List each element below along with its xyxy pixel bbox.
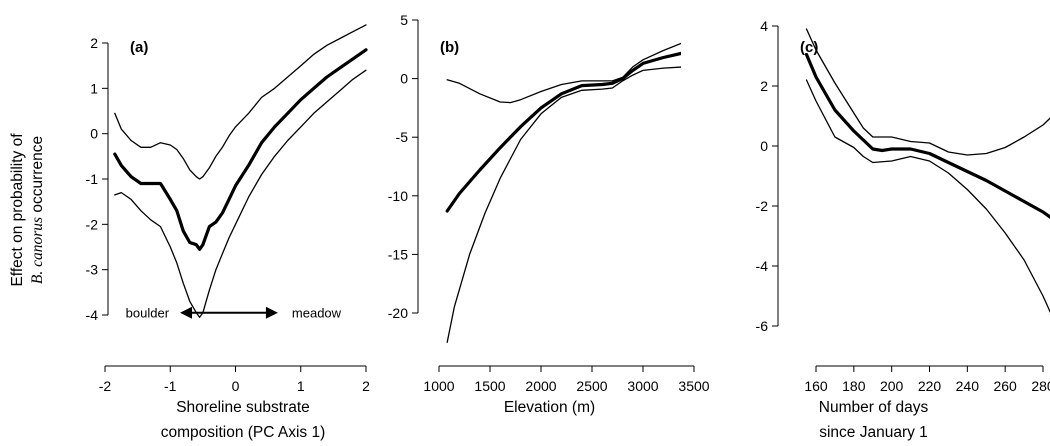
y-tick-label: -3 xyxy=(86,262,99,278)
x-tick-label: 2500 xyxy=(576,378,607,394)
series-line-lower xyxy=(446,66,681,343)
svg-text:B. canorus occurrence: B. canorus occurrence xyxy=(29,136,46,284)
series-line-lower xyxy=(805,79,1050,314)
figure-y-axis-title: Effect on probability of B. canorus occu… xyxy=(9,133,46,287)
panel-1: -4 -3 -2 -1 0 1 2 -2 -1 0 1 2 Shoreline substrate com… xyxy=(86,24,370,441)
y-axis-title-line2: occurrence xyxy=(29,136,46,217)
x-tick-label: 3500 xyxy=(678,378,709,394)
y-tick-label: -20 xyxy=(388,305,408,321)
y-tick-label: -10 xyxy=(388,188,408,204)
y-tick-label: 4 xyxy=(760,18,768,34)
series-line-lower xyxy=(114,69,367,318)
y-tick-label: 2 xyxy=(760,78,768,94)
panel-label: (b) xyxy=(440,39,459,56)
y-tick-label: -4 xyxy=(86,307,99,323)
y-tick-label: 0 xyxy=(760,138,768,154)
svg-text:Effect on probability of: Effect on probability of xyxy=(9,133,26,287)
panel-2: -20 -15 -10 -5 0 5 1000 1500 2000 2500 3000 3500 Ele… xyxy=(388,12,710,416)
x-tick-label: 260 xyxy=(993,378,1017,394)
x-tick-label: 3000 xyxy=(627,378,658,394)
y-tick-label: -1 xyxy=(86,171,99,187)
panel-label: (a) xyxy=(130,39,148,56)
x-tick-label: 240 xyxy=(956,378,980,394)
x-tick-label: 280 xyxy=(1031,378,1050,394)
x-axis-title-line: Elevation (m) xyxy=(504,399,595,416)
y-tick-label: 2 xyxy=(90,35,98,51)
series-line-estimate xyxy=(113,48,368,251)
x-axis-title-line: composition (PC Axis 1) xyxy=(161,424,326,441)
substrate-annotation: boulder meadow xyxy=(126,306,342,321)
x-tick-label: 2000 xyxy=(525,378,556,394)
x-axis-title-line: since January 1 xyxy=(819,424,928,441)
annotation-meadow: meadow xyxy=(292,306,342,321)
x-tick-label: 1500 xyxy=(474,378,505,394)
y-axis-title-line1: Effect on probability of xyxy=(9,133,26,287)
y-tick-label: -2 xyxy=(756,198,769,214)
series-group xyxy=(445,42,681,343)
arrowhead-left xyxy=(180,306,193,319)
y-tick-label: -15 xyxy=(388,246,408,262)
y-tick-label: 1 xyxy=(90,80,98,96)
x-tick-label: 180 xyxy=(842,378,866,394)
series-line-upper xyxy=(114,24,367,180)
x-tick-label: -1 xyxy=(164,378,177,394)
x-axis-title-line: Shoreline substrate xyxy=(176,399,310,416)
y-tick-label: 0 xyxy=(90,126,98,142)
x-tick-label: 160 xyxy=(804,378,828,394)
arrowhead-right xyxy=(265,306,278,319)
panel-label: (c) xyxy=(800,39,818,56)
y-axis-title-species: B. canorus xyxy=(29,217,46,284)
x-tick-label: 220 xyxy=(918,378,942,394)
annotation-boulder: boulder xyxy=(126,306,170,321)
y-tick-label: -2 xyxy=(86,216,99,232)
series-group xyxy=(804,28,1050,314)
x-tick-label: 1000 xyxy=(423,378,454,394)
x-tick-label: 200 xyxy=(880,378,904,394)
y-tick-label: 0 xyxy=(400,71,408,87)
y-tick-label: -6 xyxy=(756,318,769,334)
y-tick-label: 5 xyxy=(400,12,408,28)
series-line-upper xyxy=(446,42,681,104)
y-tick-label: -4 xyxy=(756,258,769,274)
panel-3: -6 -4 -2 0 2 4 160 180 200 220 240 260 280 Number of … xyxy=(756,18,1050,441)
x-tick-label: 0 xyxy=(232,378,240,394)
series-group xyxy=(113,24,368,318)
y-tick-label: -5 xyxy=(396,129,409,145)
x-axis-title-line: Number of days xyxy=(819,399,929,416)
series-line-upper xyxy=(805,28,1050,156)
x-tick-label: 1 xyxy=(297,378,305,394)
series-line-estimate xyxy=(445,51,681,213)
series-line-estimate xyxy=(804,52,1050,219)
x-tick-label: -2 xyxy=(99,378,112,394)
x-tick-label: 2 xyxy=(362,378,370,394)
